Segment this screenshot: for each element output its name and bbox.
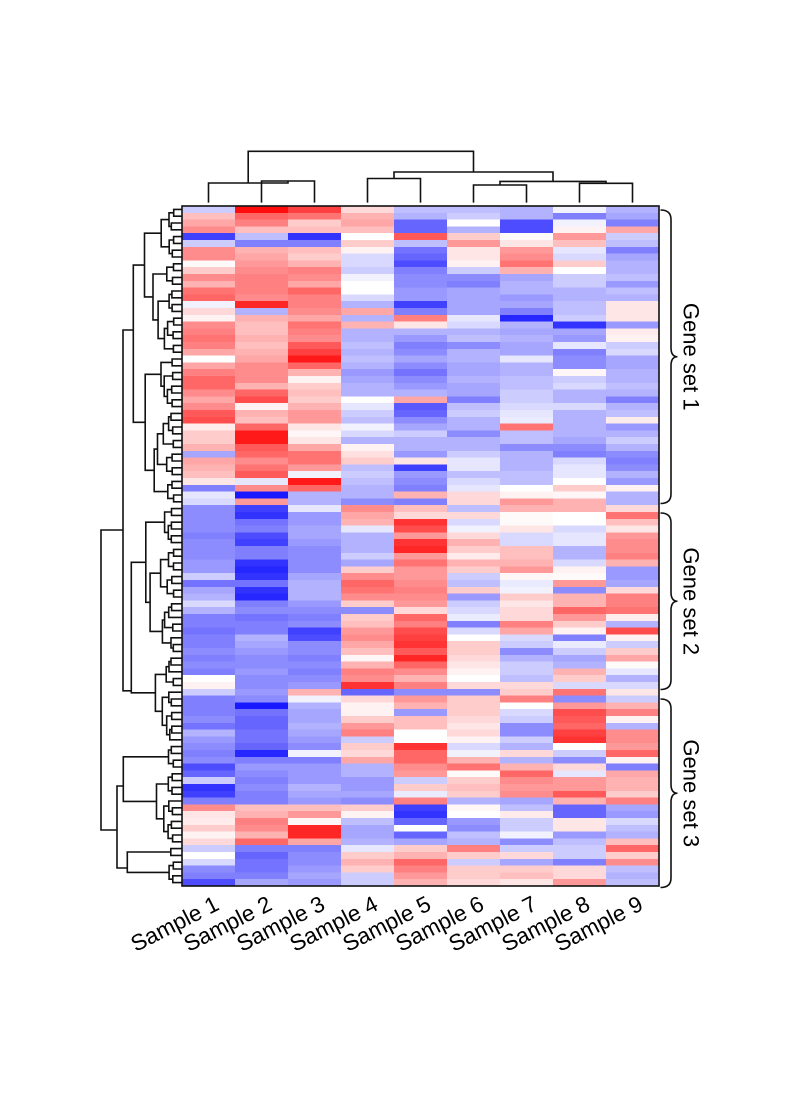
svg-text:Gene set 3: Gene set 3 bbox=[679, 739, 704, 847]
svg-text:Gene set 2: Gene set 2 bbox=[679, 547, 704, 655]
svg-text:Gene set 1: Gene set 1 bbox=[679, 303, 704, 411]
